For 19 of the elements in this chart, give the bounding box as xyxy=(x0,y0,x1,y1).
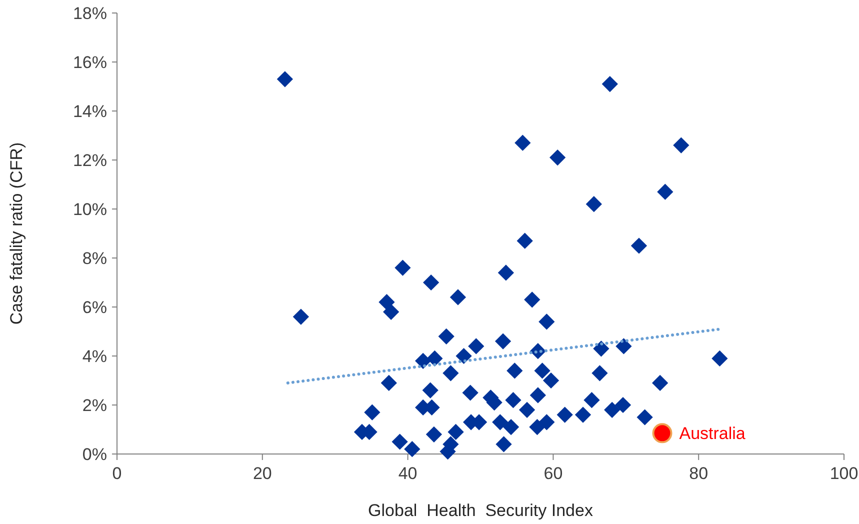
x-tick-label: 100 xyxy=(830,464,858,483)
y-tick-label: 16% xyxy=(72,52,107,72)
y-tick-label: 0% xyxy=(82,444,107,464)
y-tick-label: 12% xyxy=(72,150,107,170)
y-tick-label: 18% xyxy=(72,4,107,23)
y-tick-label: 4% xyxy=(82,346,107,366)
x-tick-label: 80 xyxy=(689,464,708,483)
x-tick-label: 60 xyxy=(544,464,563,483)
y-tick-label: 8% xyxy=(82,248,107,268)
y-axis-title: Case fatality ratio (CFR) xyxy=(7,142,26,325)
y-tick-label: 2% xyxy=(82,396,107,415)
series-label: Australia xyxy=(679,424,746,444)
y-tick-label: 10% xyxy=(72,200,107,219)
x-tick-label: 40 xyxy=(398,464,418,483)
x-axis-title: Global Health Security Index xyxy=(368,501,594,520)
y-tick-label: 6% xyxy=(82,298,107,317)
y-tick-label: 14% xyxy=(72,102,107,121)
x-tick-label: 0 xyxy=(112,464,122,483)
x-tick-label: 20 xyxy=(252,464,272,483)
